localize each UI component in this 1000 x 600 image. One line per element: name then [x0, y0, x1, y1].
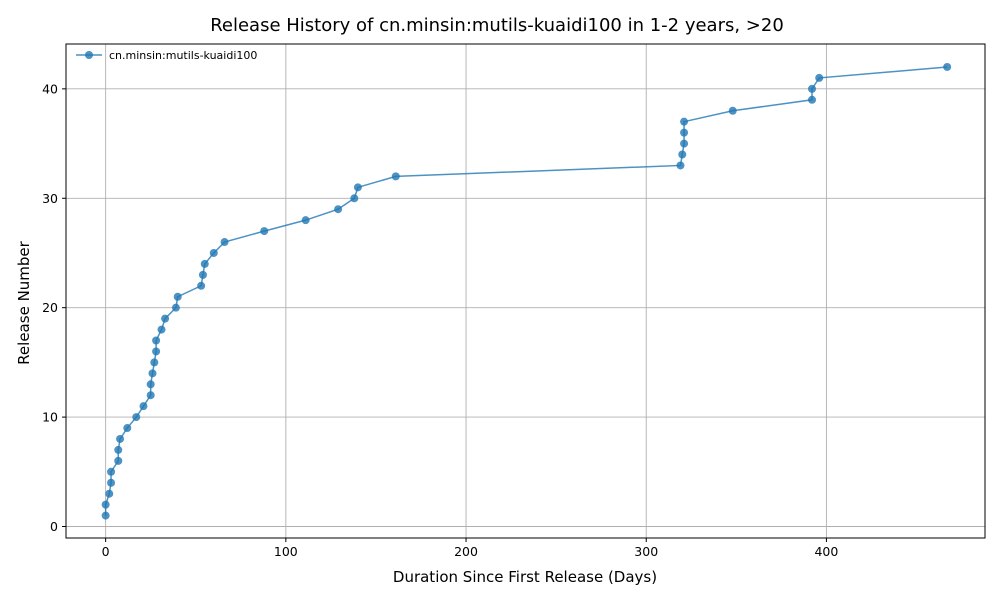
data-point	[132, 413, 141, 422]
data-point	[209, 248, 218, 257]
data-point	[148, 369, 157, 378]
y-tick-label: 30	[42, 191, 58, 206]
plot-frame	[65, 43, 986, 539]
x-tick-label: 300	[634, 544, 658, 559]
y-tick-label: 10	[42, 410, 58, 425]
data-point	[200, 259, 209, 268]
x-tick-label: 0	[102, 544, 110, 559]
legend-label: cn.minsin:mutils-kuaidi100	[109, 49, 257, 62]
data-point	[161, 314, 170, 323]
x-tick-label: 400	[814, 544, 838, 559]
data-point	[680, 128, 689, 137]
data-point	[171, 303, 180, 312]
data-point	[107, 467, 116, 476]
data-point	[150, 358, 159, 367]
chart-title: Release History of cn.minsin:mutils-kuai…	[210, 15, 784, 36]
data-point	[116, 434, 125, 443]
y-tick-label: 0	[50, 519, 58, 534]
legend-marker	[85, 51, 93, 59]
y-axis-ticks: 0 10 20 30 40	[42, 81, 66, 534]
data-point	[123, 424, 132, 433]
data-point	[680, 117, 689, 126]
x-tick-label: 200	[454, 544, 478, 559]
data-point	[173, 292, 182, 301]
data-point	[101, 511, 110, 520]
data-point	[391, 172, 400, 181]
legend: cn.minsin:mutils-kuaidi100	[76, 49, 257, 62]
data-point	[152, 336, 161, 345]
x-tick-label: 100	[274, 544, 298, 559]
x-axis-label: Duration Since First Release (Days)	[393, 568, 657, 586]
data-point	[107, 478, 116, 487]
data-point	[353, 183, 362, 192]
data-point	[334, 205, 343, 214]
data-point	[678, 150, 687, 159]
grid-lines	[66, 44, 985, 538]
data-point	[114, 445, 123, 454]
data-point	[198, 270, 207, 279]
data-point	[728, 106, 737, 115]
y-tick-label: 40	[42, 81, 58, 96]
data-point	[815, 73, 824, 82]
data-point	[220, 238, 229, 247]
data-point	[197, 281, 206, 290]
data-point	[146, 391, 155, 400]
y-tick-label: 20	[42, 300, 58, 315]
data-point	[157, 325, 166, 334]
data-point	[260, 227, 269, 236]
data-point	[350, 194, 359, 203]
data-point	[301, 216, 310, 225]
data-point	[105, 489, 114, 498]
data-point	[114, 456, 123, 465]
series-group	[101, 62, 952, 520]
data-point	[680, 139, 689, 148]
data-point	[808, 95, 817, 104]
data-point	[152, 347, 161, 356]
data-point	[139, 402, 148, 411]
y-axis-label: Release Number	[15, 240, 33, 364]
x-axis-ticks: 0 100 200 300 400	[102, 538, 838, 559]
data-point	[943, 62, 952, 71]
data-point	[676, 161, 685, 170]
data-point	[146, 380, 155, 389]
data-point	[101, 500, 110, 509]
data-point	[808, 84, 817, 93]
